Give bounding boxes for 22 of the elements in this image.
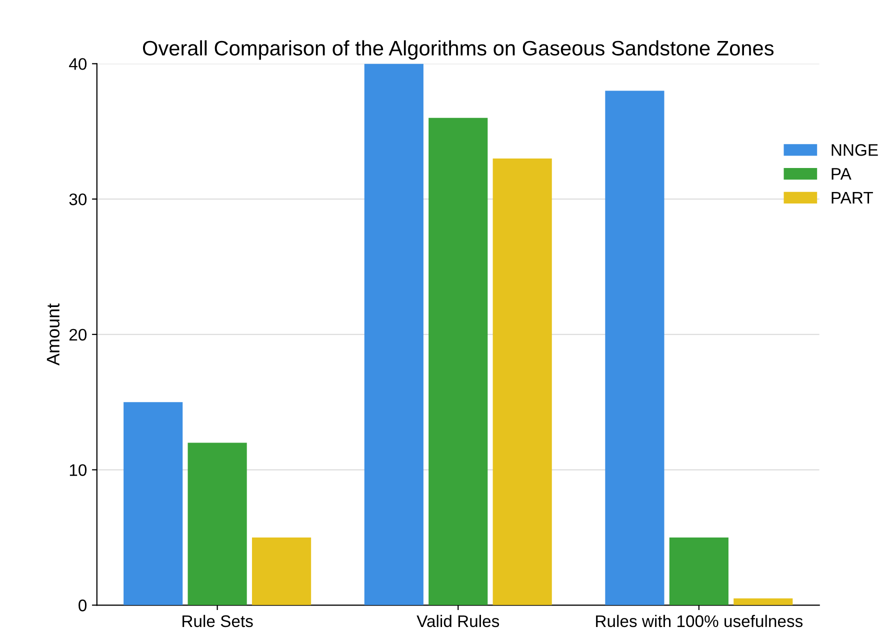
bar <box>188 442 247 606</box>
y-axis-title: Amount <box>46 303 60 366</box>
bar <box>492 158 552 606</box>
y-tick-label: 20 <box>69 328 87 341</box>
y-tick-label: 0 <box>78 600 87 612</box>
x-tick-label: Rule Sets <box>182 614 253 628</box>
bar <box>605 90 664 606</box>
bar <box>364 64 424 606</box>
legend-label: NNGE <box>832 144 878 156</box>
legend-label: PART <box>832 192 873 204</box>
y-tick-label: 30 <box>69 193 87 206</box>
bar <box>734 598 793 606</box>
bar <box>252 537 312 606</box>
chart-title: Overall Comparison of the Algorithms on Gaseous Sandstone Zones <box>142 40 774 60</box>
y-tick-label: 10 <box>70 464 87 476</box>
bar <box>428 118 488 606</box>
x-tick-label: Valid Rules <box>416 614 500 628</box>
bar <box>124 402 183 606</box>
bar <box>669 537 728 606</box>
x-tick-label: Rules with 100% usefulness <box>596 614 803 628</box>
y-tick-label: 40 <box>69 58 87 70</box>
legend-label: PA <box>832 168 852 180</box>
